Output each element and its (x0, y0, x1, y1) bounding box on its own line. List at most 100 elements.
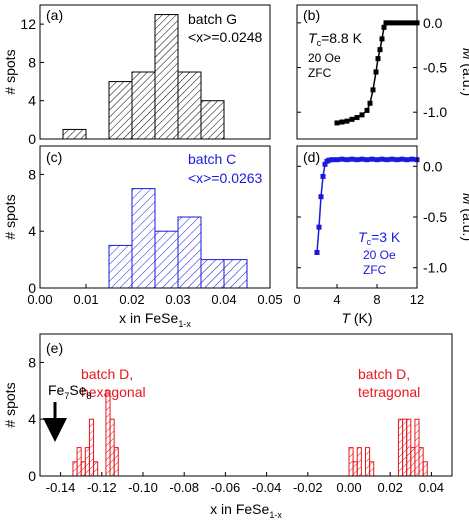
panel-c-plot: 0 4 8 0.00 0.01 0.02 0.03 0.04 0.05 # spots (2, 166, 283, 307)
panel-e-bar (93, 461, 99, 477)
panel-a-bar (154, 14, 179, 140)
panel-b-point (404, 20, 410, 26)
panel-c-ylabel: # spots (2, 194, 18, 239)
panel-a-ytick-label: 8 (28, 54, 36, 70)
panel-c-annotation-1: batch C (188, 151, 236, 167)
panel-d-point (404, 157, 410, 163)
panel-c-bar (200, 259, 225, 289)
panel-b-point (377, 47, 383, 53)
panel-d-point (359, 156, 365, 162)
panel-b-point (390, 20, 396, 26)
panel-b-ytick-label: 0.0 (423, 15, 443, 31)
panel-e-ylabel: # spots (2, 382, 18, 427)
panel-c-xlabel: x in FeSe1-x (119, 310, 191, 329)
panel-c-bar (177, 216, 202, 289)
panel-b-point (386, 20, 392, 26)
panel-c-annotation-2: <x>=0.0263 (188, 170, 263, 186)
panel-a-frame (39, 4, 271, 140)
panel-d-annotation-3: ZFC (363, 263, 387, 277)
panel-b-ytick-label: -0.5 (423, 60, 447, 76)
panel-d-xlabel: T (K) (341, 310, 372, 326)
panel-a-annotation-1: batch G (188, 11, 237, 27)
panel-d-annotation-2: 20 Oe (363, 248, 396, 262)
panel-b-ytick-label: -1.0 (423, 104, 447, 120)
panel-b-plot: 0.0 -0.5 -1.0 M (a.u.) (297, 15, 469, 126)
panel-a-plot: 0 4 8 12 # spots (2, 14, 225, 147)
panel-c-bar (154, 230, 179, 289)
panel-e-xtick-label: -0.14 (46, 480, 76, 495)
panel-e-bar (76, 447, 82, 477)
panel-e-bar (109, 418, 115, 477)
panel-e-bar (105, 390, 111, 477)
panel-d-point (329, 157, 335, 163)
panel-e-bar (402, 418, 408, 477)
panel-e-xtick-label: -0.06 (211, 480, 241, 495)
panel-e-bar (406, 418, 412, 477)
panel-e-xtick-label: -0.12 (87, 480, 117, 495)
panel-d-point (339, 156, 345, 162)
panel-b-point (364, 107, 370, 113)
panel-e-bar (356, 447, 362, 477)
panel-e-xtick-label: 0.00 (336, 480, 361, 495)
panel-e-label: (e) (46, 340, 63, 356)
panel-e-bar (414, 418, 420, 477)
panel-b-point (367, 100, 373, 106)
panel-b-point (375, 56, 381, 62)
panel-b-point (334, 120, 340, 126)
panel-b-point (370, 87, 376, 93)
panel-c-xtick-label: 0.03 (165, 292, 190, 307)
panel-e-ytick-label: 4 (28, 411, 36, 427)
panel-d: 0.0 -0.5 -1.0 0 4 8 12 M (a.u.) (d) Tc=3 K 20 O… (293, 145, 469, 326)
panel-d-plot: 0.0 -0.5 -1.0 0 4 8 12 M (a.u.) (293, 156, 469, 307)
panel-a-bar (62, 128, 87, 140)
panel-a: 0 4 8 12 # spots (a) batch G <x>=0.0248 (2, 4, 271, 147)
panel-b-point (339, 119, 345, 125)
panel-a-ytick-label: 0 (28, 131, 36, 147)
panel-b: 0.0 -0.5 -1.0 M (a.u.) (b) Tc=8.8 K 20 Oe Z… (296, 4, 469, 140)
panel-e-bar (369, 461, 375, 477)
panel-d-ytick-label: 0.0 (423, 158, 443, 174)
panel-c-xtick-label: 0.01 (73, 292, 98, 307)
panel-c-bar (223, 259, 248, 289)
panel-b-point (349, 116, 355, 122)
panel-a-bar (200, 100, 225, 140)
panel-e-frame (39, 333, 453, 477)
panel-e-ytick-label: 8 (28, 354, 36, 370)
panel-e: 0 4 8 -0.14 -0.12 -0.10 -0.08 -0.06 -0.04 -0.02 0.… (2, 333, 453, 520)
panel-c-label: (c) (46, 149, 62, 165)
panel-c-ytick-label: 4 (28, 223, 36, 239)
panel-d-xtick-label: 12 (410, 292, 424, 307)
panel-e-arrow-label: Fe7Se8 (48, 382, 92, 401)
panel-e-bar (348, 447, 354, 477)
panel-a-bar (177, 71, 202, 140)
panel-d-ytick-label: -1.0 (423, 260, 447, 276)
panel-d-point (394, 157, 400, 163)
panel-c-ytick-label: 8 (28, 166, 36, 182)
panel-a-annotation-2: <x>=0.0248 (188, 29, 263, 45)
panel-d-xtick-label: 0 (293, 292, 300, 307)
panel-e-bar (364, 447, 371, 477)
panel-e-annotation-right-2: tetragonal (358, 384, 420, 400)
panel-a-bar (108, 81, 133, 140)
panel-e-bar (88, 418, 95, 477)
panel-d-point (379, 156, 385, 162)
panel-a-label: (a) (46, 7, 63, 23)
panel-d-ylabel: M (a.u.) (460, 193, 469, 241)
panel-c-xtick-label: 0.05 (257, 292, 282, 307)
panel-d-frame (296, 145, 418, 289)
panel-d-point (334, 157, 340, 163)
panel-b-point (373, 69, 379, 75)
panel-e-bar (410, 447, 416, 477)
panel-e-bar (84, 447, 90, 477)
panel-a-ytick-label: 12 (20, 16, 36, 32)
panel-d-point (369, 156, 375, 162)
panel-e-bar (72, 461, 78, 477)
panel-d-point (322, 161, 328, 167)
panel-e-bar (418, 447, 424, 477)
panel-d-point (409, 156, 415, 162)
panel-e-bar (352, 461, 358, 477)
panel-d-point (318, 194, 324, 200)
panel-c-xtick-label: 0.02 (119, 292, 144, 307)
panel-d-point (389, 156, 395, 162)
